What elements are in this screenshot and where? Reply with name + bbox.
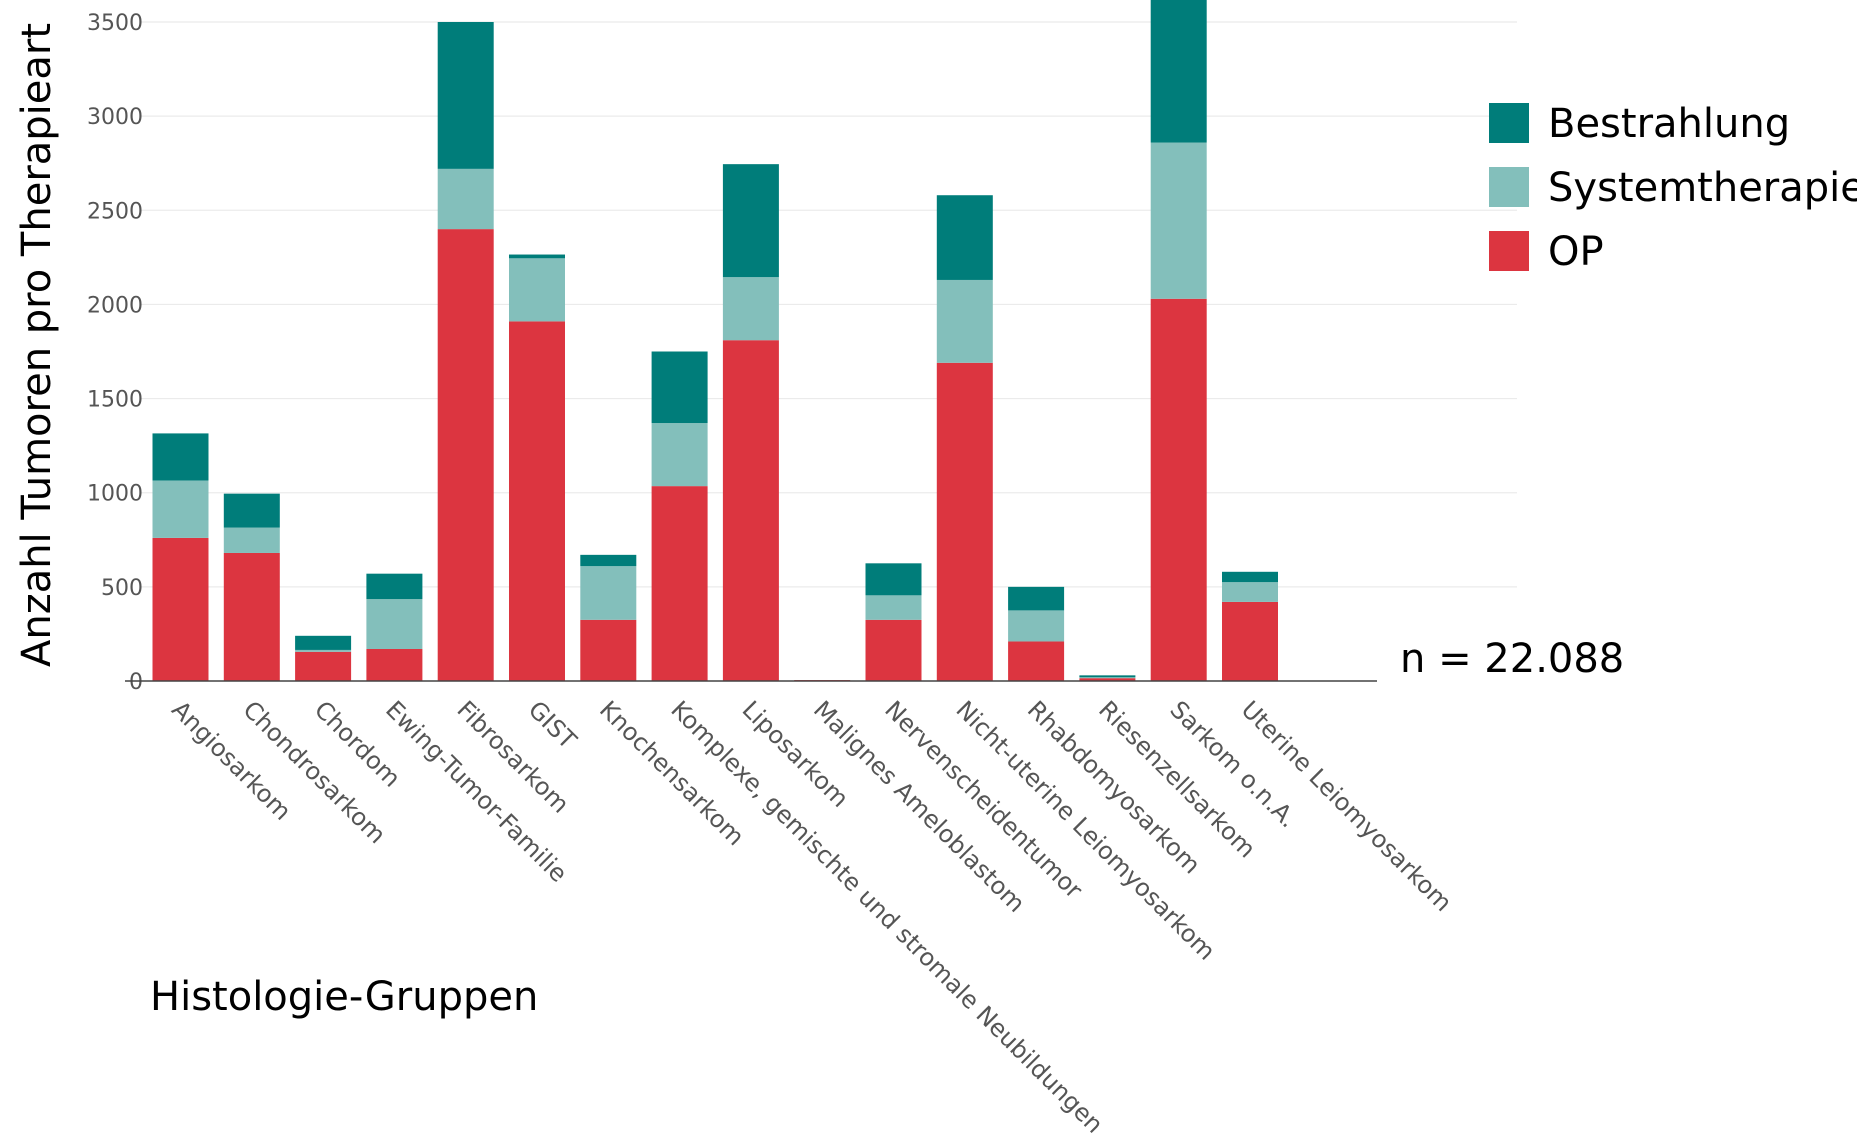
bar-bestrahlung-16	[1222, 571, 1278, 583]
bar-systemtherapie-1	[152, 480, 209, 538]
bar-systemtherapie-2	[223, 527, 280, 553]
bar-bestrahlung-3	[295, 635, 352, 650]
bar-systemtherapie-5	[437, 168, 494, 230]
y-tick-label: 500	[101, 576, 143, 601]
bar-bestrahlung-11	[865, 563, 922, 596]
legend-swatch	[1489, 167, 1529, 207]
x-tick-label: Sarkom o.n.A.	[1164, 695, 1302, 833]
bar-systemtherapie-11	[865, 595, 922, 620]
legend-label: Bestrahlung	[1548, 101, 1790, 147]
legend-label: OP	[1548, 229, 1604, 275]
x-tick-label: Nicht-uterine Leiomyosarkom	[951, 695, 1221, 965]
y-axis-title: Anzahl Tumoren pro Therapieart	[14, 23, 60, 667]
bar-bestrahlung-6	[509, 254, 565, 259]
bar-op-16	[1222, 601, 1278, 681]
legend-swatch	[1489, 103, 1529, 143]
y-tick-label: 2500	[87, 199, 143, 224]
y-tick-label: 3500	[87, 11, 143, 36]
x-axis-tick-labels: AngiosarkomChondrosarkomChordomEwing-Tum…	[166, 695, 1457, 1136]
bar-op-14	[1079, 678, 1136, 681]
bars	[152, 0, 1278, 681]
bar-op-8	[651, 486, 708, 681]
bar-bestrahlung-7	[580, 554, 637, 567]
bar-systemtherapie-15	[1150, 142, 1207, 299]
bar-systemtherapie-12	[936, 279, 993, 363]
bar-op-2	[223, 552, 280, 681]
bar-op-1	[152, 537, 209, 681]
bar-bestrahlung-12	[936, 195, 993, 280]
y-tick-label: 3000	[87, 105, 143, 130]
bar-bestrahlung-2	[223, 493, 280, 528]
bar-bestrahlung-8	[651, 351, 708, 424]
bar-op-3	[295, 651, 352, 681]
bar-op-4	[366, 648, 423, 681]
y-tick-label: 1000	[87, 482, 143, 507]
legend: Bestrahlung Systemtherapie OP	[1489, 101, 1857, 275]
bar-op-9	[722, 340, 779, 681]
total-count-annotation: n = 22.088	[1400, 636, 1624, 682]
bar-bestrahlung-9	[722, 164, 779, 278]
y-tick-label: 1500	[87, 388, 143, 413]
bar-systemtherapie-6	[509, 258, 565, 322]
legend-label: Systemtherapie	[1548, 165, 1857, 211]
bar-systemtherapie-13	[1008, 610, 1065, 642]
bar-systemtherapie-14	[1079, 677, 1136, 679]
bar-bestrahlung-1	[152, 433, 209, 481]
bar-op-5	[437, 229, 494, 681]
grid-lines	[140, 21, 1517, 588]
bar-systemtherapie-4	[366, 599, 423, 649]
bar-op-13	[1008, 641, 1065, 681]
bar-op-11	[865, 619, 922, 681]
y-axis: 0 500 1000 1500 2000 2500 3000 3500	[87, 11, 143, 695]
y-tick-label: 0	[129, 670, 143, 695]
bar-systemtherapie-7	[580, 566, 637, 620]
y-tick-label: 2000	[87, 293, 143, 318]
legend-swatch	[1489, 231, 1529, 271]
bar-bestrahlung-14	[1079, 675, 1136, 678]
bar-systemtherapie-8	[651, 423, 708, 487]
bar-op-12	[936, 362, 993, 681]
bar-op-7	[580, 619, 637, 681]
bar-op-15	[1150, 298, 1207, 681]
bar-op-6	[509, 321, 565, 681]
bar-systemtherapie-16	[1222, 582, 1278, 602]
bar-bestrahlung-5	[437, 22, 494, 169]
x-tick-label: GIST	[523, 695, 582, 754]
bar-bestrahlung-4	[366, 573, 423, 600]
bar-bestrahlung-13	[1008, 586, 1065, 611]
bar-systemtherapie-3	[295, 649, 352, 652]
x-axis-title: Histologie-Gruppen	[150, 974, 538, 1020]
bar-systemtherapie-9	[722, 277, 779, 341]
bar-bestrahlung-15	[1150, 0, 1207, 143]
